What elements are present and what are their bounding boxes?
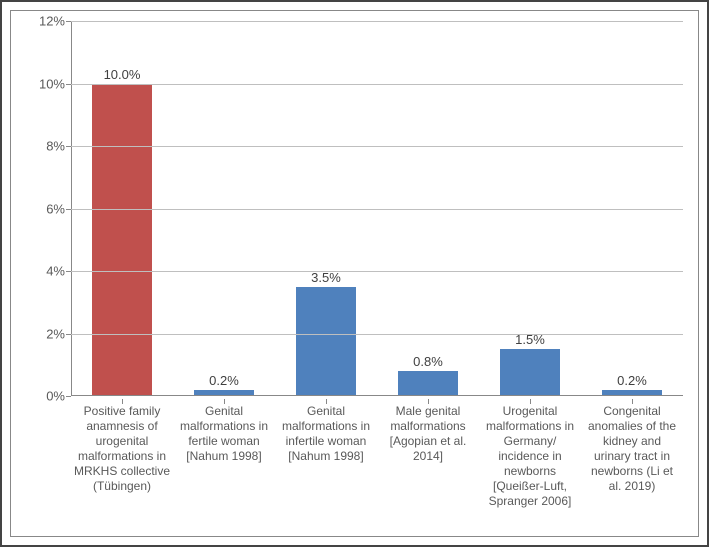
bar-value-label: 3.5%: [311, 270, 341, 287]
grid-line: [71, 146, 683, 147]
grid-line: [71, 209, 683, 210]
grid-line: [71, 334, 683, 335]
x-label-slot: Genital malformations in fertile woman […: [173, 400, 275, 532]
x-tick-mark: [632, 399, 633, 404]
grid-line: [71, 271, 683, 272]
x-axis-label: Urogenital malformations in Germany/ inc…: [479, 400, 581, 532]
bar-value-label: 1.5%: [515, 332, 545, 349]
x-axis-label: Genital malformations in infertile woman…: [275, 400, 377, 532]
x-axis-label: Genital malformations in fertile woman […: [173, 400, 275, 532]
y-tick-mark: [66, 146, 71, 147]
y-tick-label: 2%: [46, 326, 65, 341]
chart-plot: 10.0% 0.2% 3.5% 0.8% 1.5% 0.2% 0% 2% 4% 6% 8% 10% 1…: [10, 10, 699, 537]
y-tick-label: 6%: [46, 201, 65, 216]
x-label-slot: Male genital malformations [Agopian et a…: [377, 400, 479, 532]
x-tick-mark: [122, 399, 123, 404]
y-tick-label: 0%: [46, 389, 65, 404]
x-axis-label: Positive family anamnesis of urogenital …: [71, 400, 173, 532]
y-tick-mark: [66, 84, 71, 85]
x-axis-labels: Positive family anamnesis of urogenital …: [71, 400, 683, 532]
y-tick-mark: [66, 334, 71, 335]
y-tick-mark: [66, 21, 71, 22]
grid-line: [71, 21, 683, 22]
bar: 3.5%: [296, 287, 355, 396]
y-tick-label: 12%: [39, 14, 65, 29]
x-axis-label: Male genital malformations [Agopian et a…: [377, 400, 479, 532]
y-tick-label: 10%: [39, 76, 65, 91]
y-tick-mark: [66, 271, 71, 272]
x-axis-label: Congenital anomalies of the kidney and u…: [581, 400, 683, 532]
y-tick-mark: [66, 396, 71, 397]
y-tick-mark: [66, 209, 71, 210]
y-tick-label: 4%: [46, 264, 65, 279]
bar-value-label: 0.8%: [413, 354, 443, 371]
x-tick-mark: [530, 399, 531, 404]
bar-value-label: 0.2%: [617, 373, 647, 390]
y-tick-label: 8%: [46, 139, 65, 154]
bar-value-label: 10.0%: [104, 67, 141, 84]
x-label-slot: Urogenital malformations in Germany/ inc…: [479, 400, 581, 532]
bar: 10.0%: [92, 84, 151, 397]
bar: 1.5%: [500, 349, 559, 396]
bar: 0.8%: [398, 371, 457, 396]
x-axis-line: [71, 395, 683, 396]
bar-value-label: 0.2%: [209, 373, 239, 390]
grid-line: [71, 84, 683, 85]
x-label-slot: Genital malformations in infertile woman…: [275, 400, 377, 532]
x-label-slot: Congenital anomalies of the kidney and u…: [581, 400, 683, 532]
x-tick-mark: [326, 399, 327, 404]
chart-container: 10.0% 0.2% 3.5% 0.8% 1.5% 0.2% 0% 2% 4% 6% 8% 10% 1…: [0, 0, 709, 547]
plot-area: 10.0%0.2%3.5%0.8%1.5%0.2% 0%2%4%6%8%10%1…: [71, 21, 683, 396]
x-label-slot: Positive family anamnesis of urogenital …: [71, 400, 173, 532]
x-tick-mark: [224, 399, 225, 404]
x-tick-mark: [428, 399, 429, 404]
